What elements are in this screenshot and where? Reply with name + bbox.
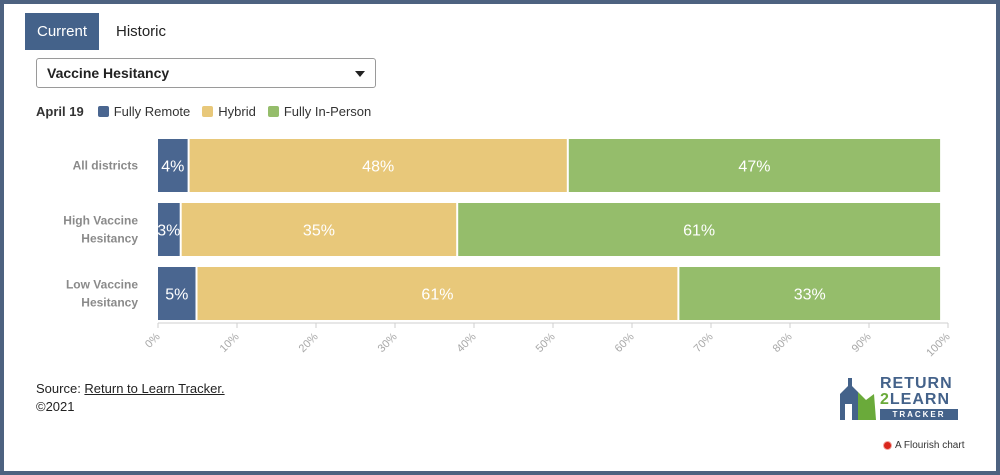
bar-data-label: 3% xyxy=(157,223,180,240)
copyright: ©2021 xyxy=(36,399,75,414)
category-label: High Vaccine Hesitancy xyxy=(63,214,138,246)
legend-label: Fully In-Person xyxy=(283,104,372,119)
source-prefix: Source: xyxy=(36,381,85,396)
flourish-dot-icon xyxy=(884,442,891,449)
return2learn-logo: RETURN 2LEARN TRACKER xyxy=(836,372,966,422)
legend-label: Hybrid xyxy=(218,104,256,119)
x-tick-label: 50% xyxy=(534,331,558,355)
bar-data-label: 33% xyxy=(794,287,826,304)
category-label: Low Vaccine Hesitancy xyxy=(66,278,138,310)
bar-segment-fully-in-person[interactable] xyxy=(679,267,941,320)
logo-number: 2 xyxy=(880,391,890,408)
tab-current[interactable]: Current xyxy=(25,13,100,50)
logo-line-3: TRACKER xyxy=(880,409,958,420)
bar-data-label: 61% xyxy=(683,223,715,240)
bar-data-label: 35% xyxy=(303,223,335,240)
category-label: All districts xyxy=(73,159,139,173)
legend-entry-fully-in-person[interactable]: Fully In-Person xyxy=(267,104,372,119)
bar-segment-fully-remote[interactable] xyxy=(158,267,196,320)
stacked-bar-chart: 4% 48% 47% All districts 3% 35% 61% High Vaccin… xyxy=(63,139,953,360)
x-tick-label: 100% xyxy=(924,331,953,360)
bar-segment-fully-in-person[interactable] xyxy=(568,139,941,192)
legend-label: Fully Remote xyxy=(113,104,191,119)
bar-data-label: 61% xyxy=(421,287,453,304)
bar-segment-hybrid[interactable] xyxy=(189,139,567,192)
legend-entry-hybrid[interactable]: Hybrid xyxy=(202,104,256,119)
x-tick-label: 30% xyxy=(376,331,400,355)
source-note: Source: Return to Learn Tracker. ©2021 xyxy=(36,380,225,416)
x-tick-label: 10% xyxy=(218,331,242,355)
x-tick-label: 60% xyxy=(613,331,637,355)
chevron-down-icon xyxy=(355,71,365,77)
bar-segment-fully-in-person[interactable] xyxy=(458,203,941,256)
flourish-label: A Flourish chart xyxy=(895,440,965,451)
bar-data-label: 47% xyxy=(738,159,770,176)
x-tick-label: 80% xyxy=(771,331,795,355)
legend-swatch xyxy=(267,106,279,117)
bar-data-label: 48% xyxy=(362,159,394,176)
source-link[interactable]: Return to Learn Tracker. xyxy=(84,381,225,396)
bar-segment-fully-remote[interactable] xyxy=(158,139,188,192)
bar-data-label: 5% xyxy=(165,287,188,304)
legend-period: April 19 xyxy=(36,104,84,119)
legend-entry-fully-remote[interactable]: Fully Remote xyxy=(97,104,191,119)
x-tick-label: 90% xyxy=(850,331,874,355)
bar-segment-fully-remote[interactable] xyxy=(158,203,180,256)
x-tick-label: 0% xyxy=(143,331,163,351)
chart-legend: April 19 Fully Remote Hybrid Fully In-Pe… xyxy=(36,104,383,119)
bar-data-label: 4% xyxy=(161,159,184,176)
bar-segment-hybrid[interactable] xyxy=(197,267,678,320)
tab-historic[interactable]: Historic xyxy=(116,23,167,40)
filter-dropdown[interactable]: Vaccine Hesitancy xyxy=(36,58,376,88)
legend-swatch xyxy=(97,106,109,117)
logo-word: LEARN xyxy=(889,391,951,408)
schoolhouse-icon xyxy=(840,378,876,420)
bar-segment-hybrid[interactable] xyxy=(181,203,457,256)
legend-swatch xyxy=(202,106,214,117)
flourish-attribution[interactable]: A Flourish chart xyxy=(884,440,964,451)
logo-line-1: RETURN xyxy=(880,375,953,392)
x-tick-label: 70% xyxy=(692,331,716,355)
x-tick-label: 20% xyxy=(297,331,321,355)
x-tick-label: 40% xyxy=(455,331,479,355)
logo-line-2: 2LEARN xyxy=(880,392,950,408)
chart-frame: Current Historic Vaccine Hesitancy April… xyxy=(4,4,996,471)
dropdown-selected-value: Vaccine Hesitancy xyxy=(47,65,170,81)
